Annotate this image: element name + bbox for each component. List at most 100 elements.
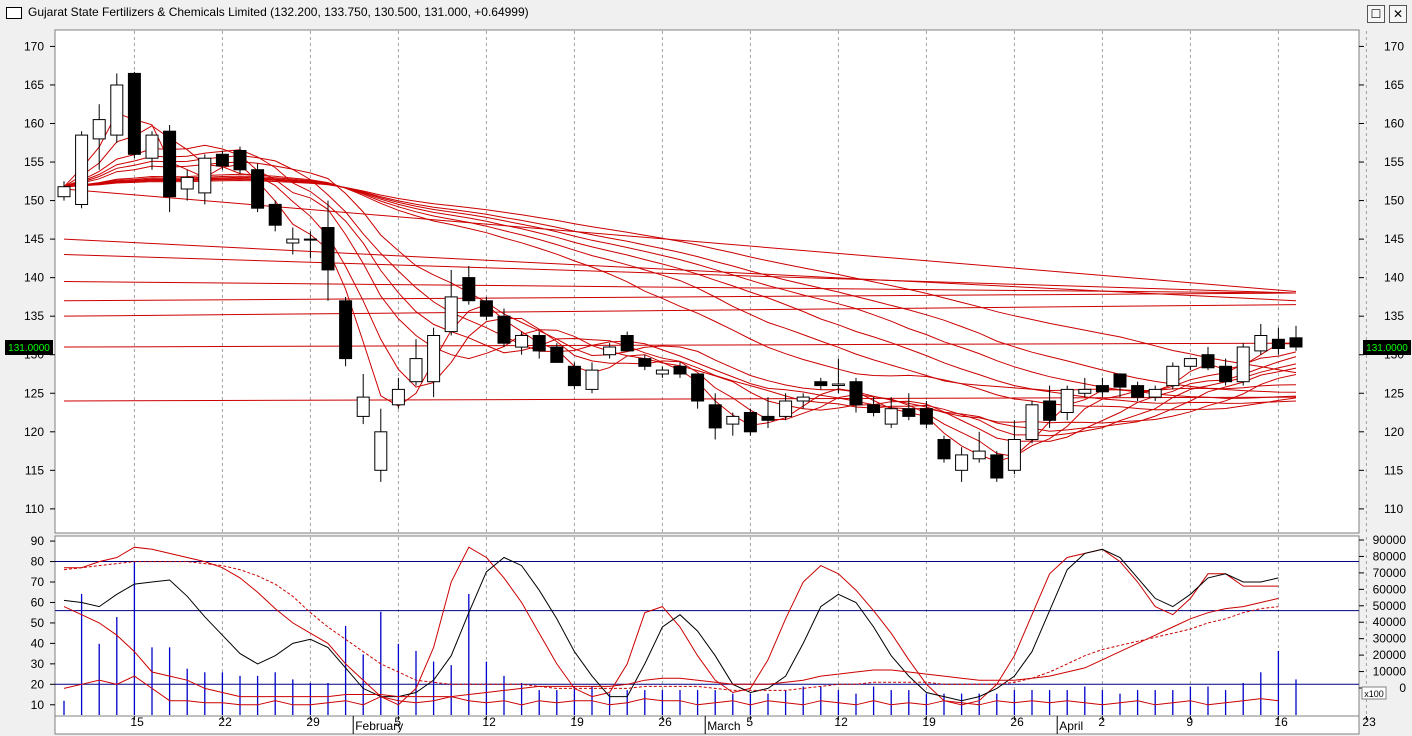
candle-down <box>532 335 546 352</box>
price-tick-label-left: 135 <box>24 309 44 323</box>
volume-tick-label-right: 60000 <box>1373 582 1407 596</box>
day-label: 26 <box>1010 715 1024 729</box>
candle-up <box>374 431 388 471</box>
price-tick-label-left: 115 <box>25 463 44 477</box>
ma-line-45 <box>63 177 1297 393</box>
month-label: April <box>1059 719 1083 733</box>
osc-tick-label-left: 60 <box>31 595 45 609</box>
candle-down <box>708 404 722 429</box>
candle-up <box>1060 388 1074 413</box>
candle-down <box>990 454 1004 479</box>
day-label: 5 <box>394 715 401 729</box>
ma-long-5 <box>63 254 1297 294</box>
candle-up <box>603 346 617 356</box>
candle-down <box>937 439 951 460</box>
candle-down <box>691 373 705 402</box>
price-tick-label-left: 110 <box>25 502 44 516</box>
restore-icon[interactable]: ☐ <box>1367 5 1385 23</box>
candle-down <box>1113 373 1127 388</box>
day-label: 9 <box>1186 715 1193 729</box>
candle-down <box>479 300 493 317</box>
ma-long-2 <box>63 304 1297 317</box>
candle-up <box>831 383 845 386</box>
day-label: 29 <box>306 715 320 729</box>
price-tick-label-left: 165 <box>24 78 44 92</box>
candle-up <box>655 369 669 375</box>
ma-long-0 <box>63 396 1297 402</box>
candle-down <box>1043 400 1057 421</box>
candle-down <box>567 365 581 387</box>
day-label: 22 <box>218 715 232 729</box>
candle-down <box>233 150 247 171</box>
candle-up <box>180 176 194 190</box>
day-label: 2 <box>1098 715 1105 729</box>
price-tick-label-right: 165 <box>1384 78 1404 92</box>
candle-down <box>902 408 916 417</box>
candle-down <box>163 130 177 198</box>
candle-down <box>1219 365 1233 383</box>
candle-up <box>409 358 423 383</box>
candle-down <box>215 153 229 167</box>
candle-up <box>585 369 599 390</box>
volume-tick-label-right: 0 <box>1399 681 1406 695</box>
candle-up <box>796 396 810 402</box>
osc-tick-label-left: 40 <box>31 636 45 650</box>
candle-down <box>761 415 775 421</box>
close-icon[interactable]: ✕ <box>1389 5 1407 23</box>
candle-up <box>303 238 317 241</box>
price-tick-label-left: 155 <box>24 155 44 169</box>
candle-up <box>75 134 89 205</box>
oscillator-line-red-flat <box>63 597 1279 698</box>
candle-down <box>268 203 282 226</box>
oscillator-line-black-solid <box>63 548 1279 702</box>
price-panel <box>54 29 1360 534</box>
candle-up <box>198 157 212 194</box>
volume-multiplier: x100 <box>1364 689 1384 699</box>
price-tick-label-left: 150 <box>24 194 44 208</box>
price-badge-left-text: 131.0000 <box>8 343 50 354</box>
date-axis <box>54 715 1360 735</box>
volume-tick-label-right: 10000 <box>1373 665 1407 679</box>
day-label: 16 <box>1274 715 1288 729</box>
volume-tick-label-right: 40000 <box>1373 615 1407 629</box>
candle-down <box>849 381 863 406</box>
candle-up <box>884 408 898 425</box>
price-tick-label-right: 125 <box>1384 386 1404 400</box>
volume-tick-label-right: 80000 <box>1373 549 1407 563</box>
candle-up <box>726 415 740 425</box>
day-label: 15 <box>130 715 144 729</box>
price-axis-left: 110115120125130135140145150155160165170 <box>24 39 55 516</box>
oscillator-panel <box>54 535 1360 717</box>
osc-tick-label-left: 10 <box>31 698 45 712</box>
osc-tick-label-left: 20 <box>31 677 45 691</box>
osc-tick-label-left: 70 <box>31 575 45 589</box>
volume-tick-label-right: 20000 <box>1373 648 1407 662</box>
price-tick-label-left: 170 <box>24 39 44 53</box>
price-tick-label-right: 110 <box>1384 502 1403 516</box>
osc-tick-label-left: 50 <box>31 616 45 630</box>
day-label: 12 <box>834 715 848 729</box>
candle-down <box>1271 338 1285 349</box>
ma-long-1 <box>63 342 1297 348</box>
price-badge-right-text: 131.0000 <box>1366 343 1408 354</box>
candle-down <box>673 365 687 375</box>
candle-down <box>620 335 634 352</box>
candle-up <box>1183 358 1197 367</box>
price-tick-label-right: 115 <box>1384 463 1403 477</box>
price-tick-label-right: 140 <box>1384 271 1404 285</box>
day-label: 12 <box>482 715 496 729</box>
candle-down <box>339 300 353 360</box>
day-label: 19 <box>922 715 936 729</box>
candle-down <box>1289 337 1303 348</box>
candle-up <box>110 84 124 136</box>
candle-up <box>1007 439 1021 471</box>
price-tick-label-left: 125 <box>24 386 44 400</box>
candle-down <box>251 169 265 209</box>
candle-up <box>356 396 370 417</box>
candle-up <box>955 454 969 471</box>
price-tick-label-right: 120 <box>1384 425 1404 439</box>
price-tick-label-left: 120 <box>24 425 44 439</box>
candle-down <box>321 227 335 271</box>
candle-up <box>779 400 793 417</box>
